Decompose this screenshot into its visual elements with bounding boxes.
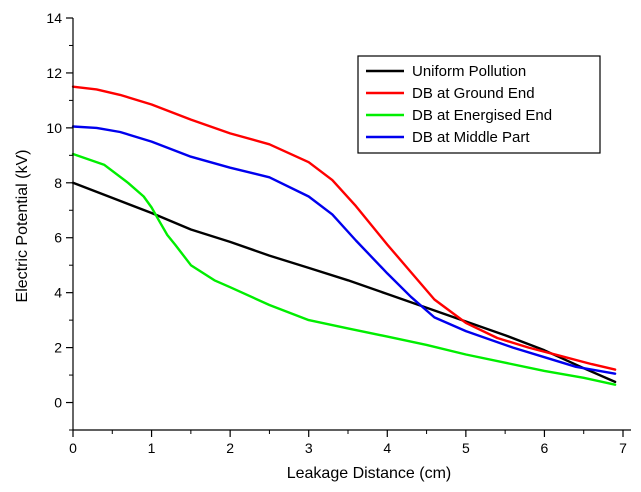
y-axis-title: Electric Potential (kV) [14, 150, 31, 303]
y-tick-label: 6 [54, 230, 62, 246]
x-tick-label: 1 [148, 440, 156, 456]
y-tick-label: 8 [54, 175, 62, 191]
y-tick-label: 0 [54, 395, 62, 411]
legend: Uniform Pollution DB at Ground End DB at E… [357, 55, 601, 154]
y-axis-ticks: 0 2 4 6 8 10 12 14 [46, 10, 73, 431]
legend-label-db-at-ground-end: DB at Ground End [412, 85, 535, 102]
x-tick-label: 4 [383, 440, 391, 456]
x-tick-label: 7 [619, 440, 627, 456]
series-line-db-at-ground-end [71, 85, 617, 371]
y-tick-label: 12 [46, 65, 62, 81]
legend-label-db-at-middle-part: DB at Middle Part [412, 129, 530, 146]
legend-label-db-at-energised-end: DB at Energised End [412, 107, 552, 124]
y-tick-label: 10 [46, 120, 62, 136]
x-tick-label: 0 [69, 440, 77, 456]
series-layer [71, 85, 617, 386]
x-tick-label: 5 [462, 440, 470, 456]
x-tick-label: 3 [305, 440, 313, 456]
x-axis-title: Leakage Distance (cm) [287, 465, 452, 482]
series-line-db-at-middle-part [71, 125, 617, 375]
x-axis-ticks: 0 1 2 3 4 5 6 7 [69, 430, 627, 456]
x-tick-label: 6 [541, 440, 549, 456]
legend-label-uniform-pollution: Uniform Pollution [412, 63, 526, 80]
series-line-uniform-pollution [71, 181, 617, 384]
series-line-db-at-energised-end [71, 152, 617, 386]
x-tick-label: 2 [226, 440, 234, 456]
axes [72, 18, 631, 431]
y-tick-label: 2 [54, 340, 62, 356]
y-tick-label: 14 [46, 10, 62, 26]
y-tick-label: 4 [54, 285, 62, 301]
